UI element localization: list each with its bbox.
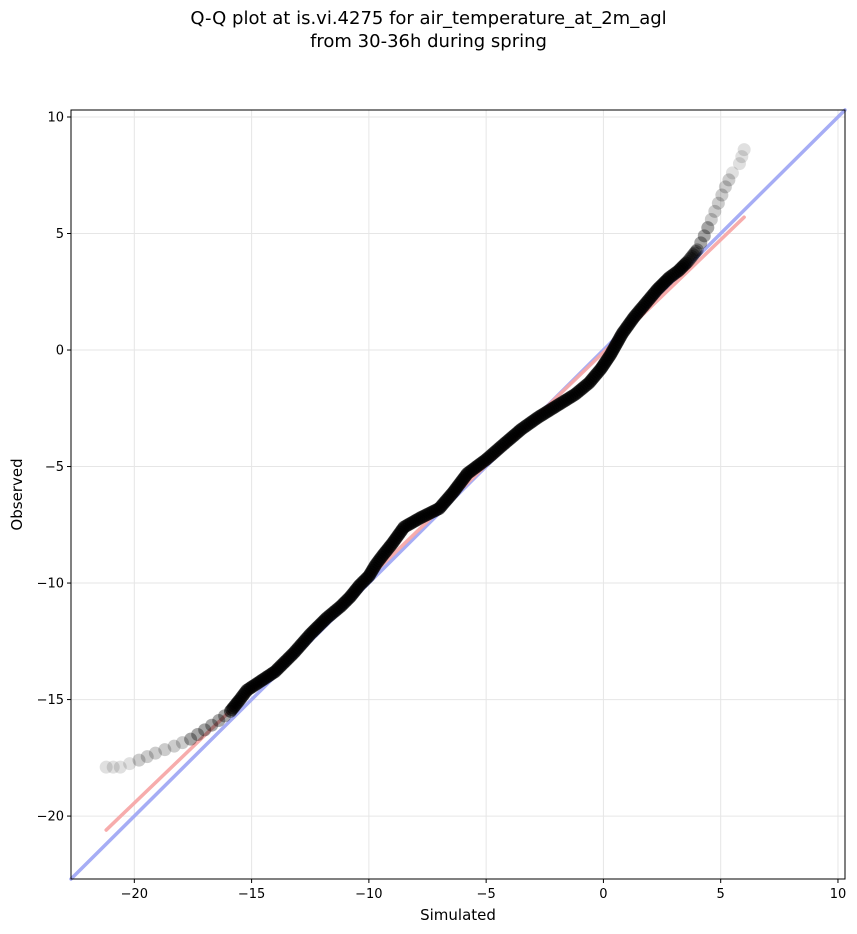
qq-point <box>701 221 715 235</box>
x-tick-label: −15 <box>238 887 265 902</box>
y-tick-label: 0 <box>56 344 64 359</box>
qq-point <box>681 254 695 268</box>
quantile-points <box>99 143 751 774</box>
qq-point <box>711 196 725 210</box>
qq-point <box>708 204 722 218</box>
y-tick-label: −15 <box>37 693 64 708</box>
qq-point <box>684 251 698 265</box>
qq-point <box>123 757 137 771</box>
qq-point <box>99 760 113 774</box>
x-tick-label: 5 <box>717 887 725 902</box>
x-axis-label: Simulated <box>420 906 496 924</box>
y-tick-label: −20 <box>37 810 64 825</box>
chart-title-line-1: Q-Q plot at is.vi.4275 for air_temperatu… <box>190 8 667 29</box>
y-tick-label: −5 <box>45 460 64 475</box>
qq-point <box>167 739 181 753</box>
qq-point <box>158 743 172 757</box>
y-tick-label: −10 <box>37 577 64 592</box>
qq-point <box>715 188 729 202</box>
qq-point <box>690 243 704 257</box>
qq-point <box>212 714 226 728</box>
grid <box>71 110 845 879</box>
qq-point <box>148 746 162 760</box>
plot-frame <box>70 109 846 880</box>
x-tick-label: −20 <box>121 887 148 902</box>
qq-point <box>685 249 699 263</box>
qq-point <box>686 248 700 262</box>
qq-point <box>113 760 127 774</box>
qq-point <box>198 723 212 737</box>
qq-point <box>175 736 189 750</box>
qq-point <box>184 732 198 746</box>
qq-point <box>694 236 708 250</box>
qq-point <box>140 750 154 764</box>
axis-ticks: −20 −15 −10 −5 0 5 10 −20 −15 −10 −5 0 5 10 <box>37 110 847 902</box>
qq-point <box>718 180 732 194</box>
x-tick-label: −10 <box>355 887 382 902</box>
x-tick-label: 10 <box>830 887 847 902</box>
qq-point <box>132 753 146 767</box>
qq-point <box>191 728 205 742</box>
qq-point <box>722 173 736 187</box>
qq-point <box>732 157 746 171</box>
x-tick-label: 0 <box>599 887 607 902</box>
qq-point <box>106 760 120 774</box>
qq-point <box>679 256 693 270</box>
qq-point <box>704 213 718 227</box>
qq-point <box>737 143 751 157</box>
qq-point <box>688 246 702 260</box>
chart-title-line-2: from 30-36h during spring <box>310 31 547 52</box>
qq-point <box>697 229 711 243</box>
qq-point <box>689 244 703 258</box>
x-tick-label: −5 <box>477 887 496 902</box>
y-tick-label: 10 <box>47 110 64 125</box>
y-axis-label: Observed <box>8 458 26 530</box>
y-tick-label: 5 <box>56 227 64 242</box>
qq-point <box>735 150 749 164</box>
qq-point <box>205 718 219 732</box>
qq-point <box>725 166 739 180</box>
qq-point <box>682 253 696 267</box>
